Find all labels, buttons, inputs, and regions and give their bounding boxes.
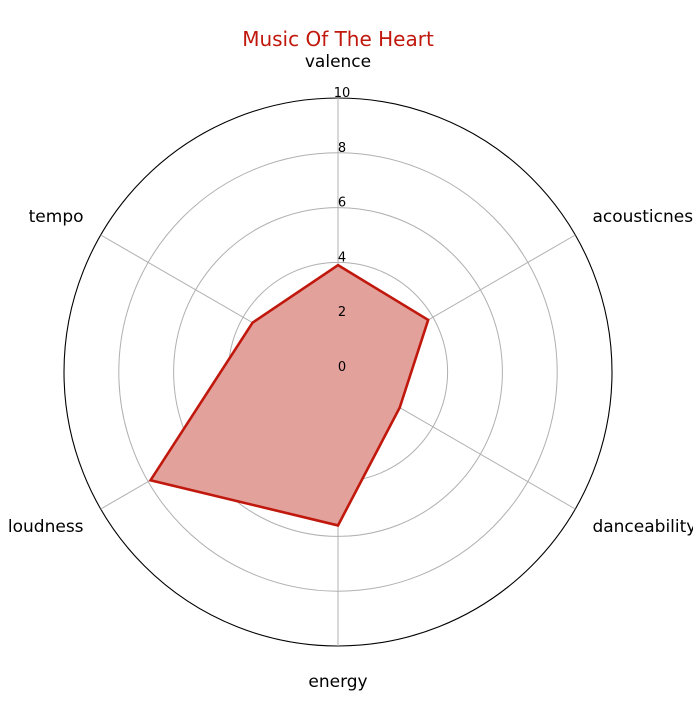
axis-label-acousticness: acousticness xyxy=(592,207,693,227)
axis-label-valence: valence xyxy=(305,52,371,72)
axis-label-loudness: loudness xyxy=(8,517,84,537)
radial-tick-label: 10 xyxy=(334,86,351,101)
axis-label-energy: energy xyxy=(308,672,367,692)
data-series xyxy=(148,263,430,527)
axis-labels: valence acousticness danceability energy lou… xyxy=(8,52,693,692)
radial-tick-label: 8 xyxy=(338,141,346,156)
chart-title: Music Of The Heart xyxy=(242,27,434,51)
radial-tick-label: 6 xyxy=(338,196,346,211)
series-area xyxy=(150,265,429,526)
radial-tick-label: 0 xyxy=(338,360,346,375)
radial-tick-label: 2 xyxy=(338,305,346,320)
axis-label-tempo: tempo xyxy=(29,207,84,227)
axis-label-danceability: danceability xyxy=(592,517,693,537)
radial-tick-label: 4 xyxy=(338,250,346,265)
radial-tick-labels: 0 2 4 6 8 10 xyxy=(334,86,351,375)
